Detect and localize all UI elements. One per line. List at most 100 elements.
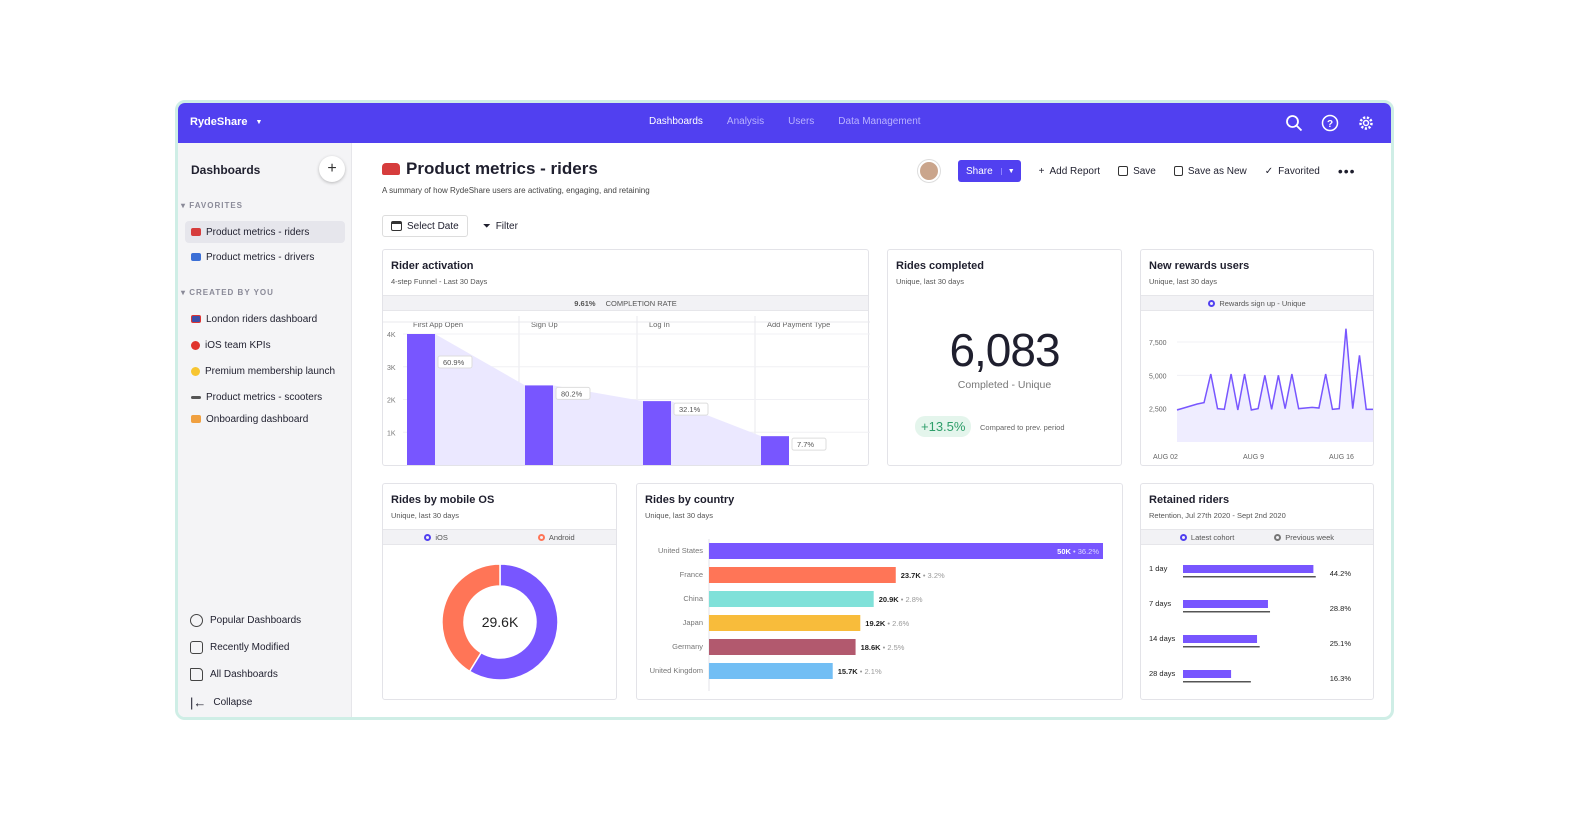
chart-legend: Latest cohort Previous week (1141, 529, 1373, 545)
latest-cohort-bar (1183, 635, 1258, 643)
country-bar (709, 615, 861, 631)
add-dashboard-button[interactable]: + (319, 156, 345, 182)
nav-data-management[interactable]: Data Management (838, 116, 921, 127)
rides-completed-card[interactable]: Rides completed Unique, last 30 days 6,0… (887, 249, 1122, 466)
value-label: 18.6K • 2.5% (861, 643, 905, 652)
donut-slice (468, 563, 559, 681)
donut-center-label: 29.6K (482, 614, 519, 630)
dashboard-toolbar: Share ▼ + Add Report Save Save as New ✓ … (918, 160, 1356, 182)
sidebar-item-product-metrics-riders[interactable]: Product metrics - riders (185, 221, 345, 243)
country-bar (709, 591, 874, 607)
share-label: • 2.1% (858, 667, 882, 676)
y-tick-label: 4K (387, 332, 396, 339)
sidebar-item-onboarding[interactable]: Onboarding dashboard (185, 408, 345, 430)
all-dashboards-link[interactable]: All Dashboards (190, 668, 278, 681)
save-as-new-button[interactable]: Save as New (1173, 166, 1247, 177)
funnel-step-label: Sign Up (531, 320, 558, 329)
rides-by-country-card[interactable]: Rides by country Unique, last 30 days Un… (636, 483, 1123, 700)
retained-riders-card[interactable]: Retained riders Retention, Jul 27th 2020… (1140, 483, 1374, 700)
retention-value-label: 44.2% (1330, 569, 1352, 578)
conversion-label: 7.7% (797, 440, 814, 449)
retention-value-label: 25.1% (1330, 639, 1352, 648)
y-tick-label: 5,000 (1149, 373, 1167, 380)
save-button[interactable]: Save (1118, 166, 1156, 177)
nav-dashboards[interactable]: Dashboards (649, 116, 703, 127)
category-label: France (680, 570, 703, 579)
collapse-sidebar-button[interactable]: |← Collapse (190, 695, 253, 710)
collapse-arrow-icon: |← (190, 695, 207, 710)
gear-icon[interactable] (1355, 112, 1377, 134)
card-title: Rides by country (645, 494, 735, 506)
dashboard-main: Product metrics - riders A summary of ho… (352, 143, 1391, 717)
plus-icon: + (1038, 165, 1045, 177)
rides-by-mobile-os-card[interactable]: Rides by mobile OS Unique, last 30 days … (382, 483, 617, 700)
card-title: Rider activation (391, 260, 474, 272)
sidebar-title: Dashboards (191, 163, 261, 177)
project-switcher[interactable]: RydeShare ▼ (190, 116, 262, 128)
svg-text:?: ? (1327, 119, 1333, 130)
value-label: 23.7K • 3.2% (901, 571, 945, 580)
sidebar-item-premium-launch[interactable]: Premium membership launch (185, 360, 345, 382)
kpi-label: Completed - Unique (957, 379, 1052, 391)
conversion-label: 32.1% (679, 405, 701, 414)
funnel-bar (643, 401, 671, 465)
search-icon[interactable] (1283, 112, 1305, 134)
created-section-header[interactable]: ▾ CREATED BY YOU (181, 288, 274, 297)
sidebar-item-london-riders[interactable]: London riders dashboard (185, 308, 345, 330)
value-label: 15.7K • 2.1% (838, 667, 882, 676)
share-button[interactable]: Share ▼ (958, 160, 1021, 182)
add-report-button[interactable]: + Add Report (1038, 165, 1101, 177)
more-options-icon[interactable]: ••• (1337, 163, 1356, 179)
copy-icon (1173, 166, 1183, 176)
y-tick-label: 2K (387, 398, 396, 405)
conversion-label-box (555, 386, 591, 400)
sidebar-item-scooters[interactable]: Product metrics - scooters (185, 386, 345, 408)
recently-modified-link[interactable]: Recently Modified (190, 641, 289, 654)
change-badge: +13.5% (915, 416, 972, 437)
select-date-button[interactable]: Select Date (382, 215, 468, 237)
filter-icon: ⏷ (482, 220, 491, 232)
value-label: 20.9K • 2.8% (879, 595, 923, 604)
country-bar (709, 567, 896, 583)
legend-android[interactable]: Android (537, 533, 575, 542)
nav-analysis[interactable]: Analysis (726, 116, 765, 127)
folder-icon (190, 668, 203, 681)
country-bar (709, 639, 856, 655)
flag-icon (191, 315, 201, 323)
favorited-button[interactable]: ✓ Favorited (1264, 165, 1320, 177)
new-rewards-users-card[interactable]: New rewards users Unique, last 30 days R… (1140, 249, 1374, 466)
country-bar (709, 663, 833, 679)
favorites-section-header[interactable]: ▾ FAVORITES (181, 201, 243, 210)
latest-cohort-bar (1183, 670, 1232, 678)
category-label: China (683, 594, 703, 603)
car-icon (382, 163, 400, 175)
sidebar-item-ios-kpis[interactable]: iOS team KPIs (185, 334, 345, 356)
smile-icon (191, 366, 200, 376)
avatar[interactable] (918, 160, 940, 182)
category-label: Germany (672, 642, 703, 651)
retention-value-label: 28.8% (1330, 604, 1352, 613)
top-navigation-bar: RydeShare ▼ Dashboards Analysis Users Da… (178, 103, 1391, 143)
filter-button[interactable]: ⏷ Filter (473, 215, 527, 237)
popular-dashboards-link[interactable]: Popular Dashboards (190, 614, 301, 627)
share-label: • 2.5% (881, 643, 905, 652)
rider-activation-card[interactable]: Rider activation 4-step Funnel - Last 30… (382, 249, 870, 466)
nav-users[interactable]: Users (788, 116, 815, 127)
funnel-step-label: Log In (649, 320, 670, 329)
legend-latest-cohort[interactable]: Latest cohort (1179, 533, 1234, 542)
share-label: • 36.2% (1071, 547, 1099, 556)
compare-label: Compared to prev. period (980, 423, 1065, 432)
card-title: Rides by mobile OS (391, 494, 495, 506)
legend-item[interactable]: Rewards sign up - Unique (1208, 299, 1306, 308)
legend-ios[interactable]: iOS (424, 533, 448, 542)
chevron-down-icon[interactable]: ▼ (1000, 167, 1021, 175)
y-tick-label: 1K (387, 430, 396, 437)
retention-bar-chart: 1 day 44.2% 7 days 28.8% 14 days 25.1% 28 days… (1149, 564, 1352, 683)
help-icon[interactable]: ? (1319, 112, 1341, 134)
value-label: 19.2K • 2.6% (865, 619, 909, 628)
legend-previous-week[interactable]: Previous week (1274, 533, 1334, 542)
sidebar-item-product-metrics-drivers[interactable]: Product metrics - drivers (185, 246, 345, 268)
conversion-label: 80.2% (561, 389, 583, 398)
kpi-value: 6,083 (949, 324, 1060, 376)
card-title: Rides completed (896, 260, 985, 272)
